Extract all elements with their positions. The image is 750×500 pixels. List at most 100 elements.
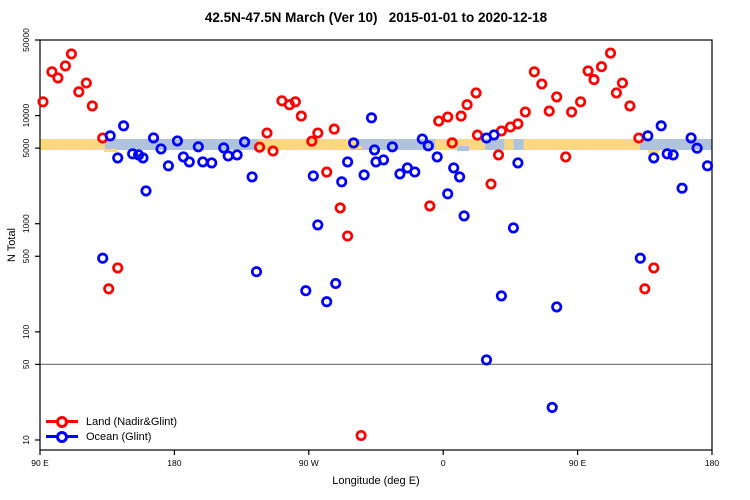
- ocean-point: [480, 354, 493, 366]
- x-tick-label: 90 E: [569, 458, 587, 468]
- land-point: [455, 110, 467, 122]
- land-point: [604, 47, 617, 59]
- ocean-point: [183, 156, 195, 168]
- land-point: [485, 178, 497, 190]
- y-tick-label: 1000: [21, 214, 31, 233]
- ocean-point: [330, 277, 342, 290]
- land-point: [80, 77, 92, 89]
- band-speck-land: [104, 149, 118, 152]
- ocean-point: [368, 144, 381, 156]
- x-tick-label: 90 E: [31, 458, 49, 468]
- land-point: [355, 429, 367, 442]
- ocean-point: [321, 296, 333, 308]
- land-point: [471, 129, 484, 141]
- land-point: [433, 115, 445, 127]
- land-point: [595, 61, 608, 73]
- ocean-point: [495, 290, 507, 302]
- land-point: [633, 132, 645, 144]
- y-axis-label: N Total: [6, 227, 18, 263]
- ocean-point: [358, 169, 370, 181]
- land-point: [46, 66, 58, 78]
- land-point: [328, 123, 340, 135]
- ocean-point: [431, 151, 443, 163]
- ocean-point: [336, 176, 348, 188]
- legend: Land (Nadir&Glint) Ocean (Glint): [46, 414, 177, 444]
- band-speck-land: [336, 141, 356, 146]
- surface-band-ocean: [640, 139, 712, 150]
- ocean-point: [667, 149, 679, 161]
- ocean-point: [246, 171, 258, 183]
- surface-band-ocean: [350, 139, 435, 150]
- band-speck-ocean: [457, 146, 469, 151]
- band-speck-land: [648, 150, 659, 153]
- ocean-point: [112, 152, 124, 164]
- y-tick-label: 10: [21, 435, 31, 445]
- land-point: [551, 91, 563, 103]
- ocean-point: [458, 210, 470, 222]
- ocean-point: [386, 141, 398, 153]
- legend-label-land: Land (Nadir&Glint): [86, 415, 178, 428]
- y-tick-label: 500: [21, 249, 31, 263]
- chart-title: 42.5N-47.5N March (Ver 10) 2015-01-01 to…: [204, 10, 548, 25]
- ocean-point: [97, 252, 109, 264]
- land-point: [566, 106, 578, 118]
- land-point: [312, 127, 324, 139]
- y-tick-label: 5000: [21, 138, 31, 157]
- ocean-point: [342, 156, 354, 168]
- ocean-point: [507, 222, 519, 234]
- land-point: [295, 110, 307, 122]
- surface-band-land: [434, 139, 486, 150]
- x-tick-label: 90 W: [299, 458, 319, 468]
- ocean-point: [551, 301, 563, 313]
- ocean-point: [365, 112, 378, 124]
- y-tick-label: 10000: [21, 103, 31, 127]
- surface-band-ocean: [513, 139, 524, 150]
- land-point: [543, 105, 555, 117]
- ocean-point: [218, 142, 230, 154]
- surface-band-land: [40, 139, 105, 150]
- ocean-point: [409, 166, 421, 178]
- land-point: [560, 151, 572, 163]
- land-circle-icon: [56, 415, 68, 428]
- land-point: [112, 262, 124, 274]
- ocean-point: [512, 157, 524, 169]
- ocean-point: [454, 171, 466, 183]
- ocean-point: [691, 142, 703, 154]
- x-tick-label: 180: [705, 458, 719, 468]
- land-series-symbol: [46, 415, 78, 428]
- ocean-circle-icon: [56, 430, 68, 443]
- ocean-point: [250, 266, 263, 278]
- ocean-point: [140, 185, 152, 197]
- ocean-point: [648, 152, 660, 164]
- ocean-point: [377, 154, 390, 166]
- x-tick-label: 180: [167, 458, 181, 468]
- ocean-point: [231, 149, 243, 161]
- land-point: [492, 149, 505, 161]
- legend-item-ocean: Ocean (Glint): [46, 429, 177, 444]
- land-point: [512, 118, 524, 130]
- land-point: [610, 87, 622, 99]
- ocean-point: [206, 157, 218, 169]
- land-point: [253, 141, 266, 153]
- land-point: [37, 96, 49, 108]
- land-point: [639, 283, 651, 295]
- land-point: [59, 60, 71, 72]
- ocean-point: [448, 162, 460, 174]
- ocean-point: [300, 285, 312, 297]
- land-point: [446, 137, 458, 149]
- ocean-point: [222, 150, 234, 162]
- ocean-point: [442, 188, 454, 200]
- surface-band-land: [523, 139, 641, 150]
- ocean-point: [655, 120, 667, 132]
- land-point: [86, 100, 98, 112]
- ocean-point: [192, 141, 204, 153]
- ocean-point: [312, 219, 324, 231]
- ocean-point: [416, 133, 428, 145]
- land-point: [648, 262, 660, 274]
- ocean-point: [661, 148, 673, 160]
- land-point: [442, 111, 454, 123]
- ocean-point: [634, 252, 646, 264]
- ocean-point: [422, 140, 434, 152]
- land-point: [588, 74, 600, 86]
- x-axis-label: Longitude (deg E): [332, 475, 420, 487]
